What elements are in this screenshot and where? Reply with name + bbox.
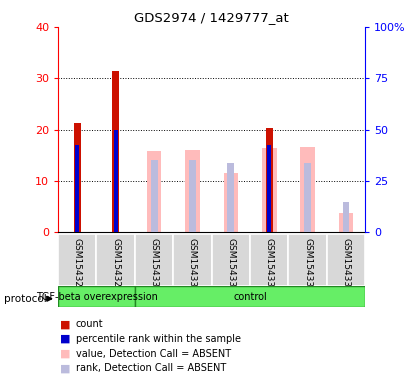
Bar	[96, 234, 135, 286]
Bar	[135, 234, 173, 286]
Title: GDS2974 / 1429777_at: GDS2974 / 1429777_at	[134, 11, 289, 24]
Bar	[262, 147, 276, 232]
Text: TGF-beta overexpression: TGF-beta overexpression	[36, 291, 157, 302]
Bar	[173, 234, 212, 286]
Bar	[135, 286, 365, 307]
Text: GSM154333: GSM154333	[265, 238, 274, 293]
Bar	[288, 234, 327, 286]
Text: value, Detection Call = ABSENT: value, Detection Call = ABSENT	[76, 349, 231, 359]
Text: GSM154330: GSM154330	[149, 238, 159, 293]
Text: ■: ■	[60, 319, 71, 329]
Bar	[151, 161, 158, 232]
Text: ■: ■	[60, 363, 71, 373]
Bar	[74, 123, 81, 232]
Bar	[227, 163, 234, 232]
Text: GSM154334: GSM154334	[303, 238, 312, 293]
Bar	[189, 161, 196, 232]
Bar	[339, 213, 353, 232]
Bar	[342, 202, 349, 232]
Bar	[300, 147, 315, 232]
Bar	[212, 234, 250, 286]
Text: control: control	[233, 291, 267, 302]
Text: ■: ■	[60, 349, 71, 359]
Bar	[76, 145, 79, 232]
Bar	[112, 71, 119, 232]
Text: percentile rank within the sample: percentile rank within the sample	[76, 334, 241, 344]
Bar	[114, 130, 117, 232]
Text: GSM154335: GSM154335	[342, 238, 351, 293]
Text: protocol: protocol	[4, 294, 47, 304]
Text: GSM154332: GSM154332	[226, 238, 235, 293]
Bar	[266, 128, 273, 232]
Bar	[147, 151, 161, 232]
Bar	[58, 286, 135, 307]
Bar	[304, 163, 311, 232]
Text: count: count	[76, 319, 104, 329]
Bar	[185, 150, 200, 232]
Bar	[224, 173, 238, 232]
Bar	[267, 145, 271, 232]
Bar	[58, 234, 96, 286]
Text: ■: ■	[60, 334, 71, 344]
Text: GSM154328: GSM154328	[73, 238, 82, 293]
Bar	[250, 234, 288, 286]
Text: rank, Detection Call = ABSENT: rank, Detection Call = ABSENT	[76, 363, 226, 373]
Bar	[327, 234, 365, 286]
Text: GSM154331: GSM154331	[188, 238, 197, 293]
Text: GSM154329: GSM154329	[111, 238, 120, 293]
